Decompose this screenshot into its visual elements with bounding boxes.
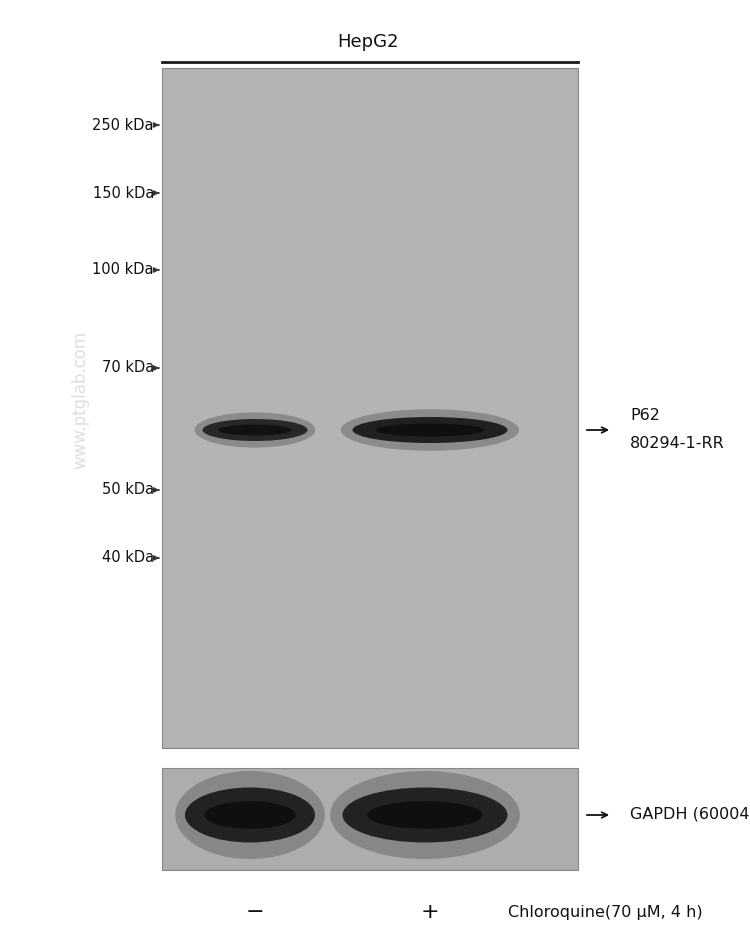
Ellipse shape xyxy=(330,771,520,859)
Ellipse shape xyxy=(376,424,484,436)
Text: +: + xyxy=(421,902,440,922)
Ellipse shape xyxy=(368,801,483,828)
Text: 150 kDa: 150 kDa xyxy=(93,185,154,200)
Bar xyxy=(162,68,578,748)
Text: 70 kDa: 70 kDa xyxy=(102,360,154,375)
Ellipse shape xyxy=(176,771,325,859)
Text: P62: P62 xyxy=(630,408,660,424)
Text: 100 kDa: 100 kDa xyxy=(92,262,154,277)
Text: 50 kDa: 50 kDa xyxy=(102,483,154,498)
Ellipse shape xyxy=(185,788,315,843)
Text: www.ptglab.com: www.ptglab.com xyxy=(71,331,89,469)
Ellipse shape xyxy=(343,788,508,843)
Bar xyxy=(164,70,576,746)
Ellipse shape xyxy=(352,417,508,443)
Text: 40 kDa: 40 kDa xyxy=(102,550,154,565)
Ellipse shape xyxy=(205,801,296,828)
Text: GAPDH (60004-1-Ig): GAPDH (60004-1-Ig) xyxy=(630,808,750,823)
Ellipse shape xyxy=(202,419,308,441)
Text: Chloroquine(70 μM, 4 h): Chloroquine(70 μM, 4 h) xyxy=(508,904,703,920)
Ellipse shape xyxy=(195,412,315,447)
Text: 80294-1-RR: 80294-1-RR xyxy=(630,436,724,451)
Text: HepG2: HepG2 xyxy=(338,33,399,51)
Text: 250 kDa: 250 kDa xyxy=(92,118,154,132)
Text: −: − xyxy=(246,902,264,922)
Bar xyxy=(162,768,578,870)
Ellipse shape xyxy=(340,409,519,451)
Ellipse shape xyxy=(218,425,292,435)
